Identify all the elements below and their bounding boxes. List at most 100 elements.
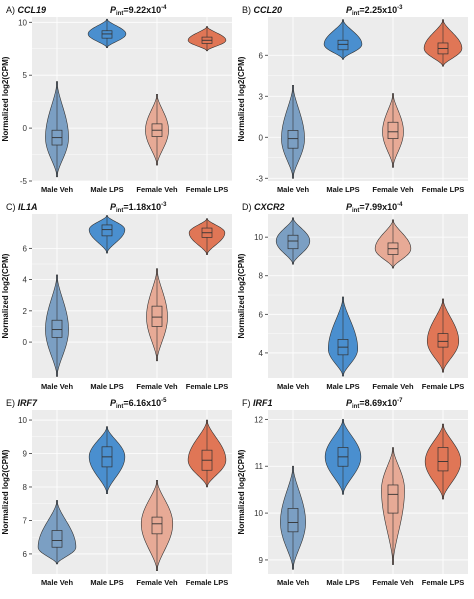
- box-iqr: [337, 39, 349, 51]
- panel-ccl20: -3 0 3 6 Male Veh Male LPS Female Veh Female LP…: [237, 5, 468, 194]
- panel-cxcr2: 4 6 8 10 Male Veh Male LPS Female Veh Female LP…: [237, 202, 468, 391]
- x-tick-label: Female LPS: [186, 382, 229, 391]
- p-value-annotation: Pint=6.16x10-5: [110, 398, 167, 410]
- x-tick-label: Female Veh: [372, 578, 414, 587]
- y-tick-label: 10: [18, 416, 27, 425]
- y-tick-label: 0: [259, 133, 264, 142]
- x-tick-label: Female Veh: [372, 185, 414, 194]
- y-axis-label: Normalized log2(CPM): [1, 56, 10, 141]
- violin-female-veh: [381, 447, 405, 565]
- x-tick-label: Female LPS: [186, 578, 229, 587]
- box-iqr: [387, 121, 399, 139]
- panel-il1a: 0 2 4 6 Male Veh Male LPS Female Veh Female LPS…: [1, 202, 232, 391]
- x-tick-label: Female Veh: [136, 185, 178, 194]
- violin-female-lps: [187, 419, 227, 488]
- p-value-annotation: Pint=7.99x10-4: [346, 202, 403, 214]
- y-tick-label: 11: [255, 462, 264, 471]
- panel-ccl19: -5 0 5 10 Male Veh Male LPS Female Veh Female L…: [1, 5, 232, 194]
- x-tick-label: Male LPS: [90, 185, 123, 194]
- gene-name: IL1A: [18, 202, 38, 212]
- y-tick-label: 3: [259, 92, 264, 101]
- x-tick-label: Male LPS: [90, 382, 123, 391]
- x-tick-label: Female LPS: [186, 185, 229, 194]
- p-value-annotation: Pint=1.18x10-3: [110, 202, 167, 214]
- panel-irf1: 9 10 11 12 Male Veh Male LPS Female Veh Female …: [237, 398, 468, 587]
- violin-male-lps: [88, 215, 126, 254]
- violin-male-lps: [87, 18, 127, 48]
- p-value-annotation: Pint=9.22x10-4: [110, 5, 167, 17]
- y-tick-label: 5: [23, 71, 28, 80]
- x-tick-label: Male Veh: [277, 382, 310, 391]
- y-tick-label: 6: [23, 244, 28, 253]
- panel-title: C) IL1A: [6, 202, 38, 212]
- x-tick-label: Female Veh: [136, 382, 178, 391]
- x-tick-label: Female LPS: [422, 578, 465, 587]
- x-tick-label: Male Veh: [41, 382, 74, 391]
- gene-name: IRF1: [253, 398, 273, 408]
- x-tick-label: Male LPS: [326, 382, 359, 391]
- p-value-annotation: Pint=8.69x10-7: [346, 398, 403, 410]
- violin-male-veh: [280, 465, 306, 570]
- plot-background: [268, 410, 468, 574]
- violin-male-veh: [37, 500, 77, 565]
- y-tick-label: 9: [259, 556, 264, 565]
- y-tick-label: 0: [23, 338, 28, 347]
- y-tick-label: 9: [23, 450, 28, 459]
- x-tick-label: Female Veh: [372, 382, 414, 391]
- gene-name: CCL19: [18, 5, 47, 15]
- box-iqr: [151, 516, 163, 535]
- panel-title: F) IRF1: [242, 398, 273, 408]
- y-axis-label: Normalized log2(CPM): [1, 253, 10, 338]
- y-tick-label: 6: [23, 550, 28, 559]
- x-tick-label: Female LPS: [422, 382, 465, 391]
- panel-irf7: 6 7 8 9 10 Male Veh Male LPS Female Veh Female L…: [1, 398, 232, 587]
- box-iqr: [101, 30, 113, 39]
- y-tick-label: 7: [23, 516, 28, 525]
- violin-male-lps: [88, 426, 126, 494]
- violin-female-lps: [426, 298, 460, 373]
- y-tick-label: 4: [259, 349, 264, 358]
- y-tick-label: 0: [23, 124, 28, 133]
- box-iqr: [151, 305, 163, 327]
- box-iqr: [51, 319, 63, 338]
- x-tick-label: Male Veh: [41, 578, 74, 587]
- box-iqr: [437, 333, 449, 348]
- y-tick-label: -5: [20, 177, 28, 186]
- violin-male-veh: [45, 274, 69, 377]
- gene-name: IRF7: [18, 398, 38, 408]
- x-tick-label: Male Veh: [41, 185, 74, 194]
- x-tick-label: Female Veh: [136, 578, 178, 587]
- x-tick-label: Male LPS: [326, 578, 359, 587]
- x-tick-label: Male Veh: [277, 578, 310, 587]
- violin-male-veh: [281, 85, 305, 179]
- y-tick-label: 10: [254, 509, 263, 518]
- y-tick-label: 4: [23, 276, 28, 285]
- box-iqr: [287, 130, 299, 149]
- y-tick-label: 6: [259, 51, 264, 60]
- x-tick-label: Female LPS: [422, 185, 465, 194]
- y-tick-label: 12: [254, 415, 263, 424]
- violin-female-veh: [140, 479, 174, 571]
- y-axis-label: Normalized log2(CPM): [237, 449, 246, 534]
- box-iqr: [437, 447, 449, 472]
- box-iqr: [287, 234, 299, 250]
- panel-title: E) IRF7: [6, 398, 38, 408]
- violin-female-veh: [146, 268, 168, 362]
- violin-female-lps: [188, 218, 226, 255]
- y-axis-label: Normalized log2(CPM): [1, 449, 10, 534]
- x-tick-label: Male Veh: [277, 185, 310, 194]
- violin-female-veh: [374, 219, 412, 269]
- y-axis-label: Normalized log2(CPM): [237, 56, 246, 141]
- panel-title: D) CXCR2: [242, 202, 285, 212]
- x-tick-label: Male LPS: [90, 578, 123, 587]
- violin-female-lps: [187, 26, 227, 52]
- box-iqr: [51, 530, 63, 548]
- box-iqr: [287, 508, 299, 533]
- violin-female-veh: [382, 93, 404, 168]
- y-tick-label: 10: [18, 18, 27, 27]
- x-tick-label: Male LPS: [326, 185, 359, 194]
- y-axis-label: Normalized log2(CPM): [237, 253, 246, 338]
- y-tick-label: -3: [256, 174, 264, 183]
